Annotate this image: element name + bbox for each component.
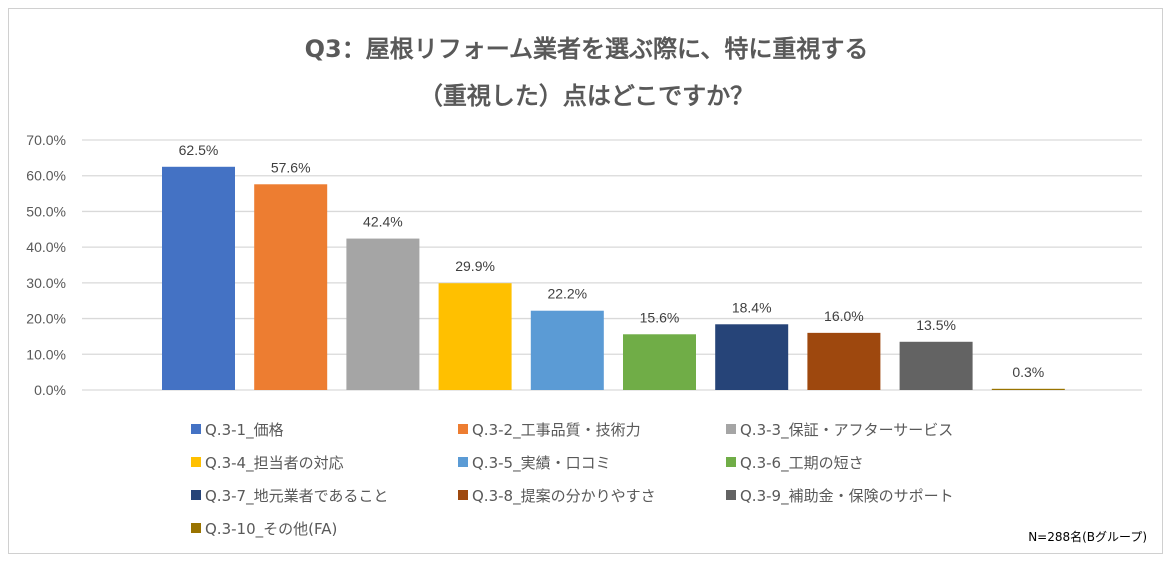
bar (438, 283, 512, 390)
data-label: 62.5% (179, 142, 219, 158)
data-label: 13.5% (916, 317, 956, 333)
legend-item: Q.3-3_保証・アフターサービス (726, 419, 953, 440)
legend-label: Q.3-9_補助金・保険のサポート (740, 487, 954, 505)
bar (715, 324, 789, 390)
data-label: 22.2% (547, 286, 587, 302)
legend-swatch (458, 424, 468, 434)
legend-item: Q.3-2_工事品質・技術力 (458, 419, 641, 440)
legend-item: Q.3-7_地元業者であること (191, 485, 388, 506)
data-label: 29.9% (455, 258, 495, 274)
legend-label: Q.3-8_提案の分かりやすさ (472, 487, 656, 505)
legend-label: Q.3-5_実績・口コミ (472, 454, 611, 472)
legend-swatch (458, 490, 468, 500)
y-tick-label: 30.0% (26, 275, 66, 291)
bar (254, 184, 328, 390)
data-label: 16.0% (824, 308, 864, 324)
legend-item: Q.3-6_工期の短さ (726, 452, 864, 473)
legend-label: Q.3-4_担当者の対応 (205, 454, 344, 472)
data-label: 42.4% (363, 214, 403, 230)
legend-label: Q.3-6_工期の短さ (740, 454, 864, 472)
legend-swatch (191, 523, 201, 533)
legend-label: Q.3-7_地元業者であること (205, 487, 389, 505)
legend-label: Q.3-2_工事品質・技術力 (472, 421, 641, 439)
data-label: 0.3% (1012, 364, 1044, 380)
y-tick-label: 70.0% (26, 132, 66, 148)
data-label: 15.6% (640, 309, 680, 325)
legend-swatch (191, 457, 201, 467)
sample-size-note: N=288名(Bグループ) (1028, 530, 1147, 544)
y-tick-label: 0.0% (34, 382, 66, 398)
data-label: 57.6% (271, 159, 311, 175)
y-tick-label: 60.0% (26, 168, 66, 184)
bar (991, 388, 1065, 390)
chart-title-line-1: Q3：屋根リフォーム業者を選ぶ際に、特に重視する (304, 35, 869, 63)
bar (899, 341, 973, 390)
bar (623, 334, 696, 390)
bar (162, 166, 235, 390)
legend-label: Q.3-3_保証・アフターサービス (740, 421, 954, 439)
legend-swatch (726, 490, 736, 500)
legend-item: Q.3-10_その他(FA) (191, 518, 337, 539)
legend-swatch (726, 424, 736, 434)
data-label: 18.4% (732, 299, 772, 315)
y-tick-label: 20.0% (26, 311, 66, 327)
bar (346, 238, 420, 390)
bar (807, 332, 881, 390)
chart-title-line-2: （重視した）点はどこですか？ (418, 82, 755, 110)
legend-label: Q.3-10_その他(FA) (205, 520, 338, 538)
bar (530, 310, 604, 390)
legend-swatch (458, 457, 468, 467)
legend-item: Q.3-5_実績・口コミ (458, 452, 611, 473)
legend-label: Q.3-1_価格 (205, 421, 284, 439)
legend-swatch (191, 424, 201, 434)
legend-item: Q.3-8_提案の分かりやすさ (458, 485, 656, 506)
legend-swatch (191, 490, 201, 500)
legend-item: Q.3-1_価格 (191, 419, 284, 440)
y-tick-label: 50.0% (26, 203, 66, 219)
legend-swatch (726, 457, 736, 467)
legend-item: Q.3-4_担当者の対応 (191, 452, 344, 473)
legend-item: Q.3-9_補助金・保険のサポート (726, 485, 954, 506)
y-tick-label: 40.0% (26, 239, 66, 255)
y-tick-label: 10.0% (26, 346, 66, 362)
